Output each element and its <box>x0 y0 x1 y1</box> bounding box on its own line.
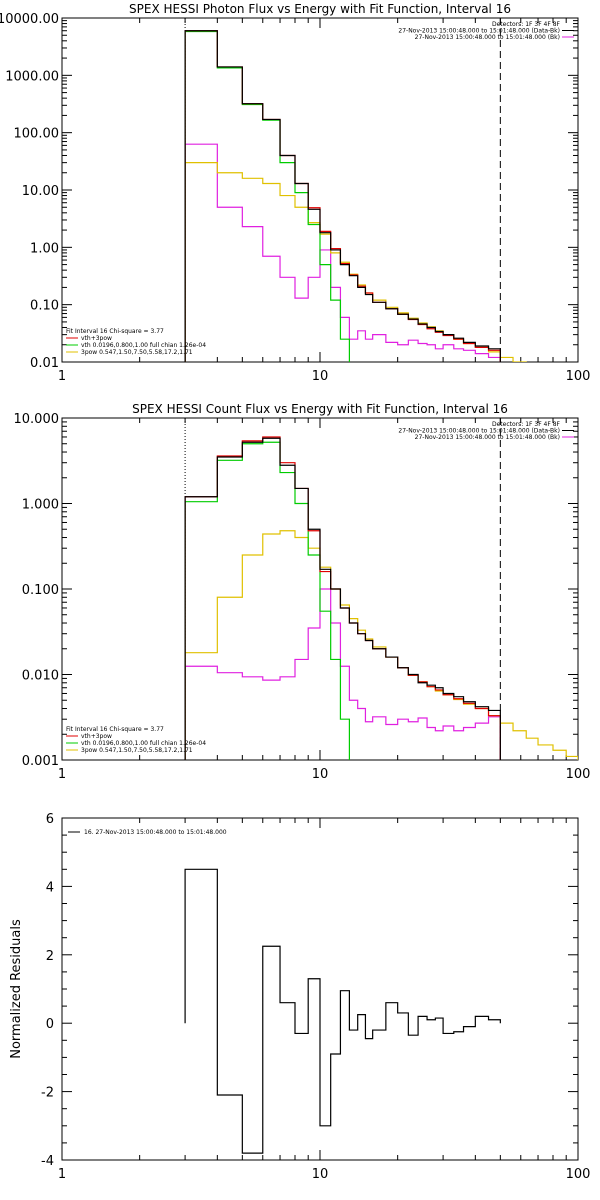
y-tick-label: 10.00 <box>22 184 59 199</box>
chart-panel-3: 1 10 100 -4 -2 0 2 4 6 Normalized Residuals 16. 27… <box>9 812 590 1182</box>
series-data-bk <box>184 30 501 362</box>
series-vth-3pow <box>184 436 501 760</box>
series-residuals <box>184 868 501 1154</box>
series-bk <box>184 143 501 362</box>
y-tick-label: 0.01 <box>30 356 59 371</box>
y-tick-label: 0.10 <box>30 299 59 314</box>
series-bk <box>184 588 501 760</box>
y-tick-label: 2 <box>46 949 54 964</box>
y-tick-label: -4 <box>41 1154 54 1169</box>
y-tick-label: 0.100 <box>22 583 59 598</box>
y-tick-label: 100.00 <box>14 127 60 142</box>
y-axis-label: Normalized Residuals <box>9 919 24 1059</box>
legend-entry: vth+3pow <box>81 733 112 740</box>
series-group <box>184 436 578 760</box>
series-vth <box>184 441 350 760</box>
legend-entry: 27-Nov-2013 15:00:48.000 to 15:01:48.000… <box>415 434 560 441</box>
series-3pow <box>184 530 578 760</box>
legend-entry: vth+3pow <box>81 335 112 342</box>
y-tick-label: 0 <box>46 1017 54 1032</box>
series-group <box>184 868 501 1154</box>
legend-entry: Detectors: 1F 3F 4F 8F <box>492 421 561 428</box>
y-tick-label: 1.000 <box>22 498 59 513</box>
y-tick-label: 1000.00 <box>5 69 59 84</box>
x-tick-label: 100 <box>566 767 591 782</box>
legend-entry: 3pow 0.547,1.50,7.50,5.58,17.2,1.71 <box>81 747 193 754</box>
y-tick-label: 0.010 <box>22 669 59 684</box>
x-tick-label: 10 <box>312 767 329 782</box>
chart-panel-1: SPEX HESSI Photon Flux vs Energy with Fi… <box>0 2 590 384</box>
legend-entry: vth 0.0196,0.800,1.00 full chian 1.26e-0… <box>81 740 206 747</box>
y-tick-label: 10000.00 <box>0 12 59 27</box>
legend-entry: 16. 27-Nov-2013 15:00:48.000 to 15:01:48… <box>84 829 227 836</box>
x-tick-label: 1 <box>58 767 66 782</box>
series-vth <box>184 30 350 362</box>
legend-entry: Fit Interval 16 Chi-square = 3.77 <box>66 328 164 335</box>
x-tick-label: 100 <box>566 1167 591 1182</box>
series-group <box>184 30 527 362</box>
chart-panel-2: SPEX HESSI Count Flux vs Energy with Fit… <box>14 402 591 782</box>
series-data-bk <box>184 437 501 760</box>
y-tick-label: 1.00 <box>30 241 59 256</box>
y-tick-label: 10.000 <box>14 412 60 427</box>
y-tick-label: 6 <box>46 812 54 827</box>
chart-title: SPEX HESSI Photon Flux vs Energy with Fi… <box>129 2 511 16</box>
legend-entry: Fit Interval 16 Chi-square = 3.77 <box>66 726 164 733</box>
x-tick-label: 10 <box>312 369 329 384</box>
legend-entry: 27-Nov-2013 15:00:48.000 to 15:01:48.000… <box>398 28 560 35</box>
y-tick-label: 0.001 <box>22 754 59 769</box>
legend-entry: Detectors: 1F 3F 4F 8F <box>492 21 561 28</box>
legend-entry: vth 0.0196,0.800,1.00 full chian 1.26e-0… <box>81 342 206 349</box>
legend-entry: 27-Nov-2013 15:00:48.000 to 15:01:48.000… <box>415 34 560 41</box>
x-tick-label: 1 <box>58 1167 66 1182</box>
legend-entry: 27-Nov-2013 15:00:48.000 to 15:01:48.000… <box>398 428 560 435</box>
series-3pow <box>184 162 527 362</box>
y-tick-label: -2 <box>41 1086 54 1101</box>
y-tick-label: 4 <box>46 880 54 895</box>
series-vth-3pow <box>184 30 501 362</box>
x-tick-label: 10 <box>312 1167 329 1182</box>
legend-entry: 3pow 0.547,1.50,7.50,5.58,17.2,1.71 <box>81 349 193 356</box>
x-tick-label: 100 <box>566 369 591 384</box>
x-tick-label: 1 <box>58 369 66 384</box>
chart-title: SPEX HESSI Count Flux vs Energy with Fit… <box>132 402 508 416</box>
